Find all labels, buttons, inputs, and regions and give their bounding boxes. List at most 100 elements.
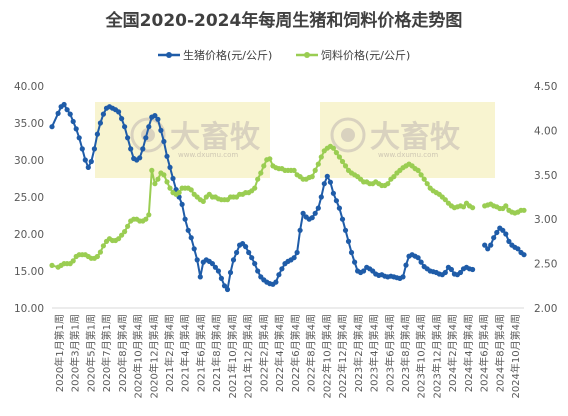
- x-tick-label: 2022年2月第4周: [257, 314, 270, 392]
- data-point: [167, 185, 173, 191]
- data-point: [116, 236, 122, 242]
- data-point: [212, 264, 218, 270]
- data-point: [182, 216, 188, 222]
- data-point: [252, 261, 258, 267]
- data-point: [336, 205, 342, 211]
- y-left-tick-label: 30.00: [14, 155, 44, 167]
- data-point: [100, 243, 106, 249]
- watermark-logo-icon: [330, 117, 366, 153]
- data-point: [122, 124, 128, 130]
- x-tick-label: 2020年10月第4周: [132, 314, 145, 399]
- data-point: [339, 216, 346, 222]
- data-point: [85, 164, 91, 170]
- data-point: [361, 268, 367, 274]
- x-tick-label: 2024年2月第4周: [446, 314, 459, 392]
- y-right-tick-label: 3.00: [534, 214, 557, 226]
- x-axis: 2020年1月第1周 2020年3月第1周 2020年5月第1周 2020年7月第1周…: [53, 314, 522, 399]
- y-axis-right: 2.00 2.50 3.00 3.50 4.00 4.50: [534, 81, 557, 315]
- x-tick-label: 2021年10月第4周: [226, 314, 239, 399]
- data-point: [94, 253, 100, 260]
- x-tick-label: 2023年2月第4周: [352, 314, 365, 392]
- data-point: [521, 207, 527, 213]
- watermark-bg: [95, 102, 270, 178]
- data-point: [76, 135, 82, 141]
- y-left-tick-label: 20.00: [14, 229, 44, 241]
- data-point: [188, 235, 194, 241]
- watermark-sub: www.dxumu.com: [178, 151, 238, 159]
- data-point: [273, 279, 279, 285]
- x-tick-label: 2023年6月第4周: [383, 314, 396, 392]
- data-point: [122, 229, 128, 235]
- data-point: [185, 227, 191, 233]
- y-right-tick-label: 2.50: [534, 259, 557, 271]
- data-point: [49, 262, 55, 268]
- data-point: [125, 135, 131, 141]
- data-point: [246, 249, 252, 256]
- data-point: [164, 153, 170, 159]
- x-tick-label: 2022年8月第4周: [305, 314, 318, 392]
- data-point: [221, 283, 228, 289]
- data-point: [155, 176, 161, 182]
- data-point: [315, 205, 321, 211]
- data-point: [191, 246, 197, 252]
- data-point: [418, 172, 424, 178]
- x-tick-label: 2024年8月第4周: [493, 314, 506, 392]
- y-right-tick-label: 4.50: [534, 81, 557, 93]
- data-point: [385, 181, 391, 187]
- x-tick-label: 2023年4月第4周: [368, 314, 381, 392]
- data-point: [318, 154, 324, 160]
- y-axis-left: 10.00 15.00 20.00 25.00 30.00 35.00 40.00: [14, 81, 44, 315]
- data-point: [249, 255, 255, 261]
- data-point: [209, 261, 215, 267]
- data-point: [116, 109, 122, 115]
- data-point: [200, 198, 206, 204]
- data-point: [318, 194, 324, 200]
- y-left-tick-label: 25.00: [14, 192, 44, 204]
- data-point: [64, 107, 70, 113]
- x-tick-label: 2020年5月第1周: [84, 314, 97, 392]
- data-point: [188, 187, 194, 193]
- data-point: [421, 176, 427, 182]
- data-point: [400, 274, 406, 280]
- y-left-tick-label: 15.00: [14, 266, 44, 278]
- data-point: [161, 138, 167, 145]
- x-tick-label: 2022年10月第4周: [320, 314, 333, 399]
- data-point: [515, 246, 521, 252]
- data-point: [91, 146, 97, 152]
- data-point: [94, 131, 100, 137]
- data-point: [230, 257, 237, 263]
- data-point: [119, 116, 125, 122]
- data-point: [276, 272, 282, 278]
- data-point: [146, 124, 152, 130]
- data-point: [448, 266, 454, 273]
- legend-label-pig: 生猪价格(元/公斤): [183, 48, 272, 62]
- watermark-logo-icon: [130, 117, 166, 153]
- data-point: [152, 181, 158, 187]
- data-point: [140, 146, 146, 152]
- data-point: [155, 116, 161, 122]
- data-point: [330, 190, 336, 196]
- data-point: [521, 252, 527, 258]
- data-point: [146, 212, 152, 218]
- data-point: [342, 227, 349, 233]
- data-point: [258, 170, 264, 176]
- data-point: [97, 120, 103, 126]
- data-point: [506, 238, 512, 244]
- data-point: [100, 111, 106, 117]
- data-point: [352, 259, 358, 265]
- data-point: [309, 215, 315, 221]
- data-point: [333, 198, 339, 204]
- legend-marker-pig: [166, 52, 172, 58]
- data-point: [234, 249, 240, 256]
- data-point: [391, 174, 397, 180]
- watermark-text: 大畜牧: [170, 120, 261, 155]
- data-point: [227, 269, 234, 276]
- x-tick-label: 2024年4月第4周: [462, 314, 475, 392]
- data-point: [143, 216, 149, 222]
- data-point: [243, 244, 249, 250]
- data-point: [143, 135, 149, 141]
- data-point: [194, 257, 200, 263]
- data-point: [312, 167, 318, 173]
- data-point: [315, 161, 321, 167]
